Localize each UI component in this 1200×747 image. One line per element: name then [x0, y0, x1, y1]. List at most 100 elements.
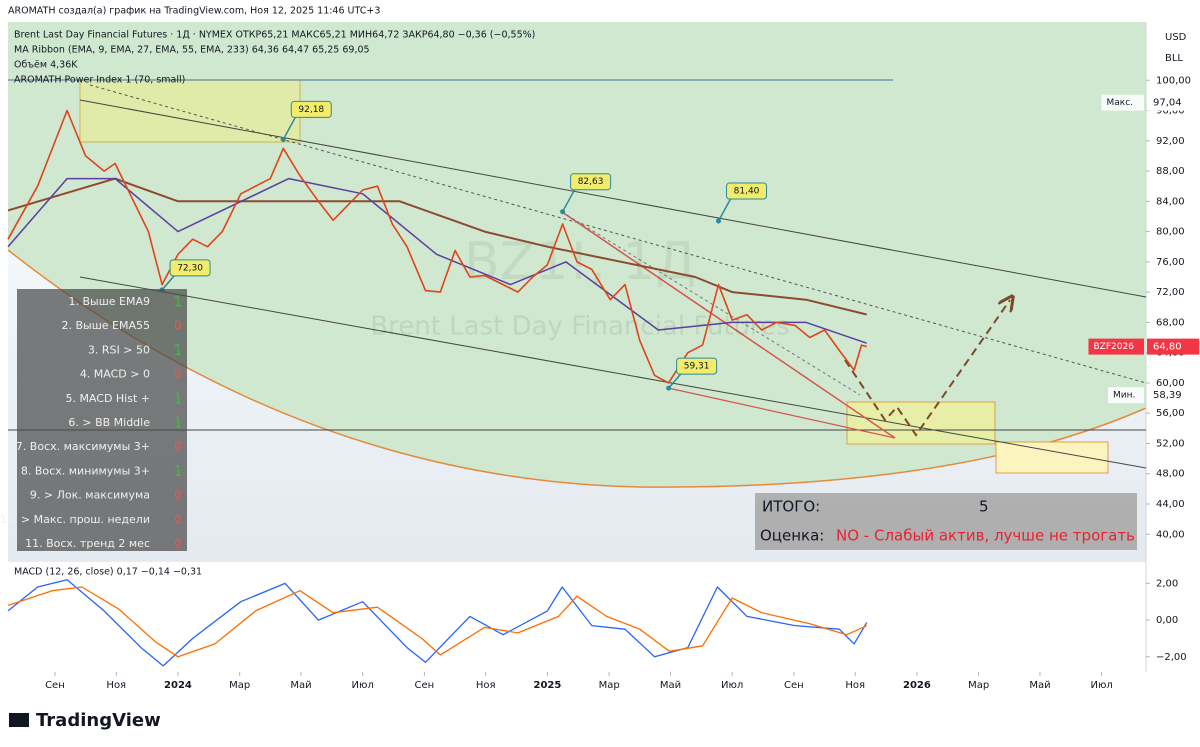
y-tick-label: 84,00: [1156, 196, 1185, 207]
checklist-value: 0: [174, 512, 182, 526]
y-tick-label: 72,00: [1156, 287, 1185, 298]
price-badge-name-bg: [1108, 387, 1144, 404]
callout-pointer: [161, 275, 175, 291]
callout-point: [666, 385, 672, 391]
x-tick-label: Мар: [968, 680, 989, 691]
x-tick-label: Июл: [1091, 680, 1113, 691]
x-tick-label: Июл: [721, 680, 743, 691]
price-badge: [1147, 338, 1199, 355]
y-tick-label: 76,00: [1156, 257, 1185, 268]
x-tick-label: Сен: [784, 680, 804, 691]
trend-line: [561, 211, 861, 396]
y-tick-label: 92,00: [1156, 136, 1185, 147]
callout-box: [290, 100, 332, 118]
checklist-label: 9. > Лок. максимума: [30, 489, 150, 502]
x-tick-label: Мар: [229, 680, 250, 691]
callout-pointer: [717, 198, 732, 222]
y-tick-label: 96,00: [1156, 106, 1185, 117]
checklist: 1. Выше EMA9 1 2. Выше EMA55 0 3. RSI > 50 1 4…: [0, 293, 183, 551]
zone: [846, 401, 996, 445]
checklist-panel: [17, 289, 187, 551]
y-tick-label: 40,00: [1156, 529, 1185, 540]
y-tick-label: 0,00: [1156, 615, 1178, 626]
x-tick-label: Ноя: [476, 680, 496, 691]
macd-pane: [8, 563, 1146, 672]
arc-region: [8, 250, 1146, 560]
y-tick-label: 68,00: [1156, 317, 1185, 328]
checklist-label: 8. Восх. минимумы 3+: [21, 464, 150, 477]
logo: [9, 713, 29, 727]
series-line: [7, 579, 868, 667]
y-tick-label: 44,00: [1156, 499, 1185, 510]
price-badge-name: BZF2026: [1094, 342, 1135, 352]
total-label: ИТОГО:: [762, 498, 820, 516]
checklist-label: 1. Выше EMA9: [68, 295, 150, 308]
checklist-value: 0: [174, 440, 182, 454]
summary-panel: [755, 493, 1137, 550]
y-tick-label: 56,00: [1156, 408, 1185, 419]
checklist-value: 1: [173, 462, 183, 480]
series-line: [7, 109, 867, 384]
price-badge-name: Макс.: [1107, 98, 1134, 108]
y-tick-label: 52,00: [1156, 438, 1185, 449]
y-tick-label: 48,00: [1156, 469, 1185, 480]
x-tick-label: Ноя: [845, 680, 865, 691]
checklist-label: 3. RSI > 50: [88, 343, 150, 356]
callout-point: [560, 209, 566, 215]
checklist-label: 6. > BB Middle: [68, 416, 150, 429]
callout-box: [726, 182, 768, 200]
zone: [995, 441, 1109, 474]
trend-line: [89, 84, 1147, 384]
checklist-value: 1: [173, 414, 183, 432]
x-tick-label: Июл: [352, 680, 374, 691]
checklist-value: 0: [174, 537, 182, 551]
rating-value: NO - Слабый актив, лучше не трогать: [836, 527, 1135, 545]
checklist-value: 0: [174, 367, 182, 381]
callout-pointer: [561, 189, 576, 213]
watermark-name: Brent Last Day Financial Futures: [370, 312, 789, 342]
price-badge: [1147, 387, 1199, 404]
y-tick-label: 100,00: [1156, 75, 1191, 86]
x-tick-label: Май: [1029, 680, 1050, 691]
checklist-value: 1: [173, 341, 183, 359]
callout-label: 72,30: [177, 263, 203, 273]
callout-label: 81,40: [734, 187, 760, 197]
trend-line: [561, 211, 896, 439]
x-tick-label: 2024: [164, 680, 192, 691]
x-tick-label: Мар: [599, 680, 620, 691]
callout-box: [676, 357, 718, 375]
checklist-value: 0: [174, 488, 182, 502]
callout-label: 92,18: [298, 105, 324, 115]
callout-label: 59,31: [684, 362, 710, 372]
callout-box: [169, 259, 211, 277]
price-badge-name: Мин.: [1113, 391, 1135, 401]
brand: TradingView: [36, 710, 161, 731]
price-badge-value: 97,04: [1153, 98, 1182, 109]
header-line: Brent Last Day Financial Futures · 1Д · …: [14, 30, 535, 41]
y-tick-label: 60,00: [1156, 378, 1185, 389]
unit: BLL: [1165, 53, 1183, 64]
trend-line: [667, 387, 896, 439]
x-tick-label: Ноя: [106, 680, 126, 691]
currency: USD: [1165, 32, 1187, 43]
y-tick-label: −2,00: [1156, 652, 1187, 663]
price-badge-name-bg: [1101, 94, 1144, 111]
pane-title: MACD (12, 26, close) 0,17 −0,14 −0,31: [14, 567, 202, 578]
header-line: Объём 4,36K: [14, 60, 78, 71]
header-line: AROMATH Power Index 1 (70, small): [14, 75, 185, 86]
x-tick-label: 2025: [534, 680, 562, 691]
rating-label: Оценка:: [760, 527, 824, 545]
callout-pointer: [668, 373, 682, 389]
header-line: AROMATH создал(а) график на TradingView.…: [8, 6, 380, 17]
y-tick-label: 80,00: [1156, 227, 1185, 238]
checklist-value: 1: [173, 389, 183, 407]
callout-label: 82,63: [578, 177, 604, 187]
header-line: MA Ribbon (EMA, 9, EMA, 27, EMA, 55, EMA…: [14, 45, 370, 56]
series-line: [7, 177, 867, 344]
x-tick-label: Май: [290, 680, 311, 691]
checklist-label: 10. > Макс. прош. недели: [0, 513, 150, 526]
x-tick-label: Сен: [415, 680, 435, 691]
x-tick-label: 2026: [903, 680, 931, 691]
series-line: [7, 177, 867, 316]
